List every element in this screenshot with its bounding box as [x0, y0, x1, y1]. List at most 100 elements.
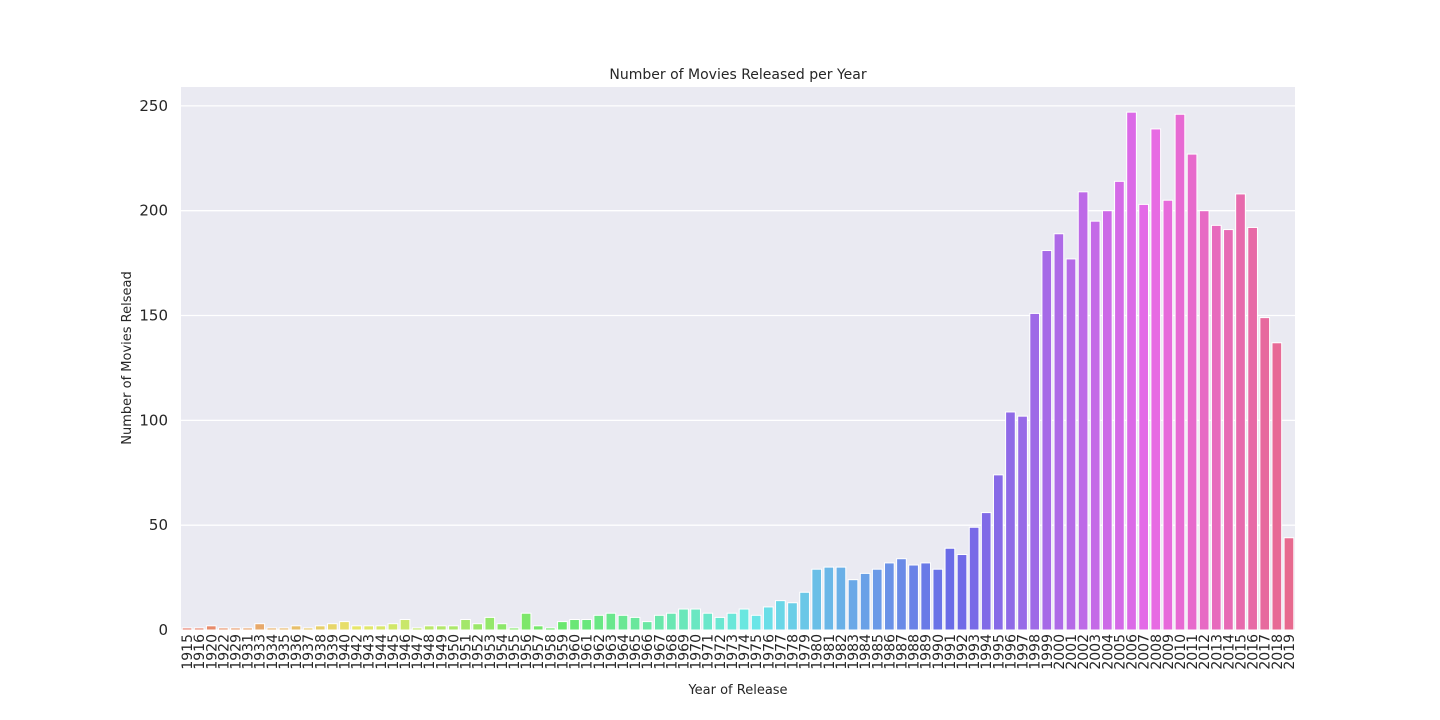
- bar: [714, 616, 726, 631]
- x-tick-label: 1947: [410, 634, 426, 670]
- x-tick-label: 1936: [289, 634, 305, 670]
- x-tick-label: 2015: [1234, 634, 1250, 670]
- x-tick-label: 1994: [979, 634, 995, 670]
- x-tick-label: 1955: [507, 634, 523, 670]
- x-tick-label: 2011: [1185, 634, 1201, 670]
- x-tick-label: 1940: [337, 634, 353, 670]
- x-tick-label: 1968: [664, 634, 680, 670]
- x-tick-label: 1993: [967, 634, 983, 670]
- x-tick-label: 2004: [1100, 634, 1116, 670]
- x-tick-label: 1943: [362, 634, 378, 670]
- x-tick-label: 1937: [301, 634, 317, 670]
- bar: [1053, 233, 1065, 631]
- x-tick-label: 1960: [568, 634, 584, 670]
- bar: [423, 625, 435, 631]
- bar: [920, 562, 932, 631]
- x-tick-label: 1976: [761, 634, 777, 670]
- bar: [339, 621, 350, 631]
- bar: [787, 602, 798, 631]
- x-tick-label: 2017: [1258, 634, 1274, 670]
- x-tick-label: 1969: [677, 634, 693, 670]
- x-tick-label: 2003: [1088, 634, 1104, 670]
- bar: [738, 608, 750, 631]
- x-tick-label: 1967: [652, 634, 668, 670]
- x-tick-label: 1961: [580, 634, 596, 670]
- bar: [702, 612, 714, 631]
- y-tick-label: 250: [139, 97, 168, 115]
- x-tick-label: 1946: [398, 634, 414, 670]
- x-tick-label: 1978: [785, 634, 801, 670]
- bar: [1283, 537, 1295, 631]
- bar: [302, 627, 314, 631]
- x-tick-label: 1983: [846, 634, 862, 670]
- bar: [1065, 258, 1077, 631]
- bar: [1271, 342, 1283, 631]
- x-tick-label: 1979: [798, 634, 814, 670]
- bar: [690, 608, 701, 631]
- bar: [375, 625, 387, 631]
- x-tick-label: 2002: [1076, 634, 1092, 670]
- bar: [1005, 411, 1016, 631]
- y-tick-label: 50: [149, 516, 168, 534]
- x-tick-label: 1985: [870, 634, 886, 670]
- x-tick-label: 1966: [640, 634, 656, 670]
- x-tick-label: 1915: [180, 634, 196, 670]
- bar: [557, 621, 568, 631]
- x-tick-label: 2016: [1246, 634, 1262, 670]
- x-tick-label: 1984: [858, 634, 874, 670]
- bar: [435, 625, 447, 631]
- x-tick-label: 1972: [713, 634, 729, 670]
- bar: [835, 566, 847, 631]
- x-tick-label: 1980: [810, 634, 826, 670]
- x-tick-label: 1974: [737, 634, 753, 670]
- bar: [1198, 210, 1210, 631]
- bar: [1174, 113, 1186, 631]
- bar: [847, 579, 859, 631]
- bar: [193, 627, 205, 631]
- bar: [1162, 199, 1174, 631]
- x-tick-label: 1964: [616, 634, 632, 670]
- x-tick-label: 1948: [422, 634, 438, 670]
- bar: [1126, 111, 1137, 631]
- bar: [1041, 250, 1053, 631]
- x-tick-label: 2006: [1125, 634, 1141, 670]
- x-tick-label: 2010: [1173, 634, 1189, 670]
- bar: [460, 619, 471, 631]
- x-tick-label: 1954: [495, 634, 511, 670]
- bar: [290, 625, 302, 631]
- bar: [581, 619, 592, 631]
- x-tick-label: 1970: [689, 634, 705, 670]
- bar: [532, 625, 544, 631]
- bar: [1259, 317, 1271, 631]
- bar: [678, 608, 689, 631]
- bar: [896, 558, 907, 631]
- bar: [218, 627, 229, 631]
- x-tick-label: 1953: [483, 634, 499, 670]
- bar: [944, 547, 956, 631]
- x-tick-label: 1975: [749, 634, 765, 670]
- bar: [230, 627, 241, 631]
- y-tick-label: 100: [139, 411, 168, 429]
- x-tick-label: 2005: [1112, 634, 1128, 670]
- bar: [1077, 191, 1089, 631]
- y-tick-label: 200: [139, 202, 168, 220]
- bar: [1210, 224, 1222, 631]
- x-tick-label: 1949: [434, 634, 450, 670]
- bar: [1029, 312, 1041, 631]
- x-tick-label: 2001: [1064, 634, 1080, 670]
- bar: [278, 627, 290, 631]
- x-tick-label: 2009: [1161, 634, 1177, 670]
- x-tick-label: 2000: [1052, 634, 1068, 670]
- x-tick-label: 1957: [531, 634, 547, 670]
- x-tick-label: 1987: [894, 634, 910, 670]
- bar: [605, 612, 617, 631]
- x-tick-label: 1958: [543, 634, 559, 670]
- bar: [399, 619, 411, 631]
- bar: [314, 625, 326, 631]
- x-tick-label: 1933: [253, 634, 269, 670]
- x-tick-label: 1995: [991, 634, 1007, 670]
- bar: [266, 627, 278, 631]
- bar: [327, 623, 338, 631]
- bar: [1114, 180, 1125, 631]
